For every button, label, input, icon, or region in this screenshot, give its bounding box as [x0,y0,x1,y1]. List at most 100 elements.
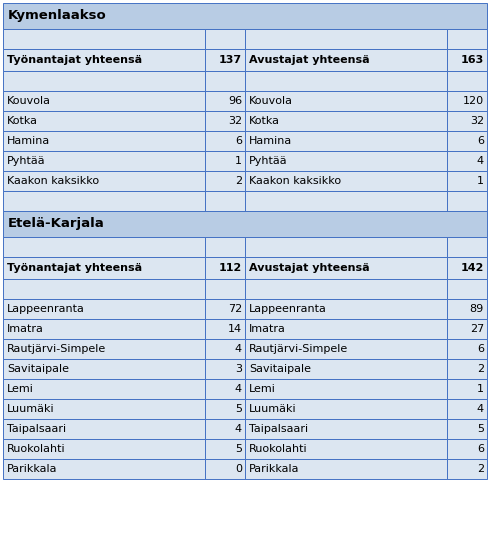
Text: 120: 120 [463,96,484,106]
Bar [3,257,205,279]
Text: Etelä-Karjala: Etelä-Karjala [8,218,105,230]
Text: Taipalsaari: Taipalsaari [7,424,66,434]
Text: 1: 1 [235,156,242,166]
Text: 96: 96 [228,96,242,106]
Bar [245,399,447,419]
Bar [3,279,205,299]
Bar [3,171,205,191]
Text: Luumäki: Luumäki [249,404,296,414]
Bar [205,191,245,211]
Bar [3,339,205,359]
Text: Imatra: Imatra [7,324,44,334]
Bar [3,211,487,237]
Bar [447,419,487,439]
Text: Lemi: Lemi [249,384,276,394]
Text: Ruokolahti: Ruokolahti [7,444,66,454]
Bar [3,111,205,131]
Bar [447,151,487,171]
Text: 2: 2 [477,464,484,474]
Bar [245,91,447,111]
Bar [447,49,487,71]
Text: Pyhtää: Pyhtää [7,156,46,166]
Bar [205,459,245,479]
Bar [3,91,205,111]
Bar [3,29,205,49]
Text: 5: 5 [235,404,242,414]
Bar [245,279,447,299]
Bar [205,91,245,111]
Text: 1: 1 [477,384,484,394]
Bar [245,191,447,211]
Text: Kymenlaakso: Kymenlaakso [8,10,107,23]
Bar [3,151,205,171]
Bar [205,151,245,171]
Text: Parikkala: Parikkala [249,464,299,474]
Bar [447,191,487,211]
Bar [447,29,487,49]
Text: Taipalsaari: Taipalsaari [249,424,308,434]
Text: 163: 163 [461,55,484,65]
Bar [447,111,487,131]
Text: 6: 6 [477,344,484,354]
Text: 5: 5 [235,444,242,454]
Bar [3,459,205,479]
Text: 0: 0 [235,464,242,474]
Text: Avustajat yhteensä: Avustajat yhteensä [249,55,369,65]
Bar [205,237,245,257]
Bar [205,257,245,279]
Text: Kouvola: Kouvola [249,96,293,106]
Text: Kaakon kaksikko: Kaakon kaksikko [7,176,99,186]
Bar [3,419,205,439]
Bar [245,71,447,91]
Bar [447,439,487,459]
Bar [447,71,487,91]
Bar [205,339,245,359]
Text: 27: 27 [470,324,484,334]
Bar [447,379,487,399]
Text: 4: 4 [235,424,242,434]
Bar [447,131,487,151]
Text: 1: 1 [477,176,484,186]
Text: Luumäki: Luumäki [7,404,54,414]
Bar [205,279,245,299]
Text: 14: 14 [228,324,242,334]
Bar [205,399,245,419]
Text: Hamina: Hamina [249,136,292,146]
Text: 3: 3 [235,364,242,374]
Text: Rautjärvi-Simpele: Rautjärvi-Simpele [249,344,348,354]
Bar [245,459,447,479]
Text: Lemi: Lemi [7,384,34,394]
Bar [205,71,245,91]
Text: 32: 32 [470,116,484,126]
Text: 5: 5 [477,424,484,434]
Bar [205,419,245,439]
Bar [245,131,447,151]
Text: 89: 89 [470,304,484,314]
Bar [245,359,447,379]
Bar [447,279,487,299]
Text: Hamina: Hamina [7,136,50,146]
Bar [3,379,205,399]
Bar [3,49,205,71]
Bar [245,49,447,71]
Text: Kouvola: Kouvola [7,96,51,106]
Text: 137: 137 [219,55,242,65]
Bar [3,359,205,379]
Bar [447,359,487,379]
Text: 32: 32 [228,116,242,126]
Bar [3,3,487,29]
Text: Parikkala: Parikkala [7,464,57,474]
Text: 4: 4 [477,404,484,414]
Bar [447,237,487,257]
Text: Imatra: Imatra [249,324,286,334]
Bar [3,131,205,151]
Bar [245,237,447,257]
Text: Rautjärvi-Simpele: Rautjärvi-Simpele [7,344,106,354]
Bar [3,399,205,419]
Bar [447,91,487,111]
Bar [447,399,487,419]
Bar [205,439,245,459]
Text: 4: 4 [235,344,242,354]
Text: 72: 72 [228,304,242,314]
Bar [3,439,205,459]
